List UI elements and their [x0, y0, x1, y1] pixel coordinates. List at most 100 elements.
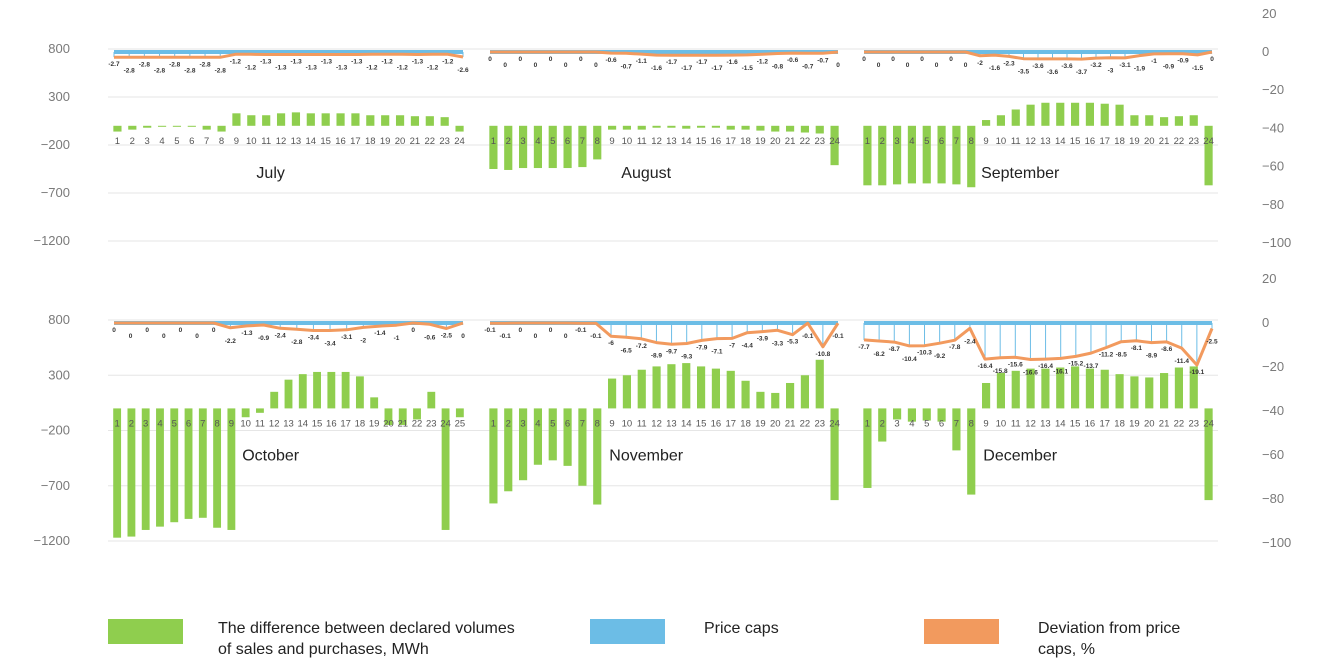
volume-bar	[922, 408, 931, 421]
hour-tick-label: 19	[380, 136, 391, 147]
deviation-data-label: -1.3	[260, 58, 272, 65]
deviation-data-label: -7.7	[858, 344, 870, 351]
volume-bar	[548, 408, 557, 461]
deviation-data-label: -1.7	[666, 59, 678, 66]
hour-tick-label: 1	[865, 418, 870, 429]
deviation-data-label: 0	[594, 62, 598, 69]
hour-tick-label: 13	[666, 136, 677, 147]
deviation-data-label: -8.9	[1146, 353, 1158, 360]
volume-bar	[298, 374, 307, 409]
volume-bar	[241, 408, 250, 418]
hour-tick-label: 6	[939, 136, 944, 147]
hour-tick-label: 14	[681, 136, 692, 147]
deviation-data-label: 0	[877, 62, 881, 69]
deviation-data-label: -2.8	[124, 67, 136, 74]
volume-bar	[622, 125, 631, 130]
hour-tick-label: 19	[755, 136, 766, 147]
volume-bar	[128, 125, 137, 130]
month-label: July	[256, 165, 284, 182]
hour-tick-label: 17	[725, 418, 736, 429]
deviation-data-label: -7	[729, 342, 735, 349]
volume-bar	[593, 408, 602, 505]
deviation-data-label: -0.1	[575, 327, 587, 334]
deviation-data-label: -0.1	[500, 333, 512, 340]
hour-tick-label: 13	[1040, 136, 1051, 147]
right-axis-tick-label: 20	[1262, 6, 1276, 21]
volume-bar	[637, 125, 646, 130]
deviation-data-label: -2.8	[215, 67, 227, 74]
volume-bar	[952, 408, 961, 451]
volume-bar	[967, 408, 976, 495]
volume-bar	[1011, 109, 1020, 126]
deviation-line	[114, 321, 464, 332]
month-label: October	[242, 447, 300, 464]
volume-bar	[262, 115, 271, 126]
volume-bar	[519, 125, 528, 169]
deviation-data-label: -7.8	[949, 344, 961, 351]
volume-bar	[893, 408, 902, 420]
volume-bar	[1189, 366, 1198, 409]
deviation-data-label: 0	[920, 56, 924, 63]
hour-tick-label: 5	[924, 418, 929, 429]
panel-august: 1 2 3 4 5 6 7 8 9 10 11 12 13 14 15 16 17 18 19 20 21 22 23 240…	[488, 50, 840, 182]
deviation-data-label: -16.6	[1023, 370, 1038, 377]
volume-bar	[967, 125, 976, 188]
volume-bar	[1071, 366, 1080, 409]
deviation-data-label: -2.6	[457, 67, 469, 74]
volume-bar	[187, 125, 196, 127]
deviation-data-label: -2.2	[225, 338, 237, 345]
deviation-data-label: -8.9	[651, 353, 663, 360]
hour-tick-label: 5	[172, 418, 177, 429]
hour-tick-label: 14	[297, 418, 308, 429]
left-axis-tick-label: 800	[48, 41, 70, 56]
volume-bar	[1085, 102, 1094, 126]
deviation-data-label: -9.7	[666, 348, 678, 355]
right-axis-tick-label: −40	[1262, 120, 1284, 135]
volume-bar	[697, 366, 706, 409]
deviation-data-label: -7.1	[711, 349, 723, 356]
hour-tick-label: 1	[491, 418, 496, 429]
deviation-data-label: 0	[549, 56, 553, 63]
volume-bar	[1041, 102, 1050, 126]
volume-bar	[1011, 370, 1020, 409]
hour-tick-label: 23	[814, 418, 825, 429]
hour-tick-label: 18	[740, 136, 751, 147]
volume-bar	[563, 408, 572, 466]
right-axis-tick-label: 0	[1262, 315, 1269, 330]
legend-label-caps: Price caps	[704, 620, 779, 637]
deviation-data-label: -8.6	[1161, 346, 1173, 353]
hour-tick-label: 22	[1174, 418, 1185, 429]
right-axis: 20 0 −20 −40 −60 −80 −100 20 0 −20 −40 −60 −80 −100	[1262, 6, 1291, 550]
volume-bar	[227, 408, 236, 530]
volume-bar	[1130, 376, 1139, 409]
deviation-data-label: -13.7	[1084, 363, 1099, 370]
legend-swatch-caps	[590, 619, 665, 644]
volume-bar	[398, 408, 407, 425]
hour-tick-label: 14	[681, 418, 692, 429]
volume-bar	[533, 408, 542, 465]
month-panels: 1 2 3 4 5 6 7 8 9 10 11 12 13 14 15 16 17 18 19 20 21 22 23 24-…	[108, 50, 1218, 538]
deviation-data-label: -1.3	[412, 58, 424, 65]
hour-tick-label: 17	[1099, 136, 1110, 147]
volume-bar	[786, 382, 795, 409]
volume-bar	[682, 125, 691, 129]
volume-bar	[907, 125, 916, 184]
hour-tick-label: 10	[240, 418, 251, 429]
hour-tick-label: 11	[637, 418, 647, 429]
hour-tick-label: 11	[637, 136, 647, 147]
volume-bar	[198, 408, 207, 518]
left-axis-tick-label: −200	[41, 137, 70, 152]
volume-bar	[291, 112, 301, 126]
volume-bar	[1160, 373, 1169, 409]
volume-bar	[593, 125, 602, 160]
volume-bar	[937, 125, 946, 184]
volume-bar	[455, 408, 464, 418]
deviation-data-label: -3.4	[324, 340, 336, 347]
volume-bar	[667, 125, 676, 128]
deviation-data-label: 0	[129, 333, 133, 340]
volume-bar	[756, 391, 765, 409]
hour-tick-label: 21	[397, 418, 408, 429]
volume-bar	[863, 125, 872, 186]
hour-tick-label: 25	[455, 418, 466, 429]
hour-tick-label: 12	[276, 136, 287, 147]
